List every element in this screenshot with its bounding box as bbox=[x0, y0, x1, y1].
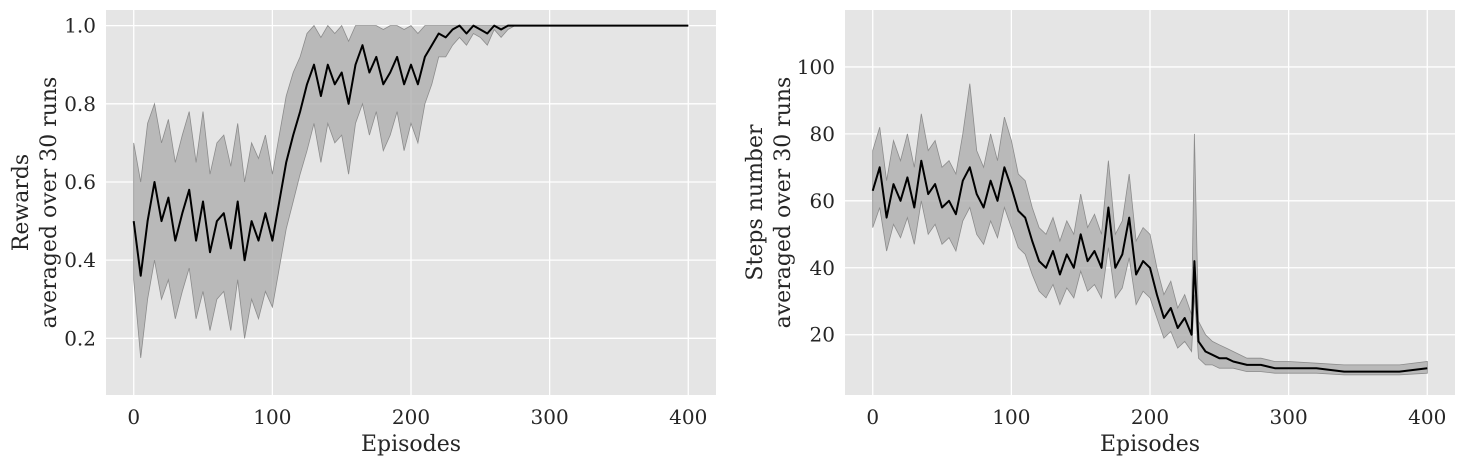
x-tick-label: 0 bbox=[866, 405, 879, 429]
x-tick-label: 100 bbox=[253, 405, 291, 429]
y-tick-label: 100 bbox=[797, 55, 835, 79]
y-tick-label: 60 bbox=[810, 189, 835, 213]
y-tick-label: 0.6 bbox=[64, 170, 96, 194]
y-tick-label: 0.8 bbox=[64, 92, 96, 116]
x-tick-label: 400 bbox=[1408, 405, 1446, 429]
x-axis-label: Episodes bbox=[1100, 432, 1200, 457]
x-tick-label: 300 bbox=[1270, 405, 1308, 429]
mean-line bbox=[871, 159, 1428, 373]
x-tick-label: 300 bbox=[531, 405, 569, 429]
y-axis-label: Rewards bbox=[9, 154, 34, 251]
y-axis-label: averaged over 30 runs bbox=[37, 77, 62, 329]
chart-panel-2: 0 100 200 300 400 20 40 60 80 100 Episodes Steps nu… bbox=[743, 10, 1455, 457]
confidence-band bbox=[872, 83, 1428, 376]
y-tick-label: 0.4 bbox=[64, 248, 96, 272]
x-axis-label: Episodes bbox=[361, 432, 461, 457]
y-tick-label: 40 bbox=[810, 256, 835, 280]
mean-line bbox=[132, 24, 689, 277]
x-tick-label: 400 bbox=[669, 405, 707, 429]
y-tick-label: 80 bbox=[810, 122, 835, 146]
y-axis-label: Steps number bbox=[743, 124, 768, 281]
x-tick-label: 100 bbox=[992, 405, 1030, 429]
y-tick-label: 1.0 bbox=[64, 14, 96, 38]
x-tick-label: 200 bbox=[1131, 405, 1169, 429]
x-tick-label: 0 bbox=[127, 405, 140, 429]
y-tick-label: 0.2 bbox=[64, 326, 96, 350]
chart-panel-1: 0 100 200 300 400 0.2 0.4 0.6 0.8 1.0 Episodes Rewa… bbox=[9, 10, 716, 457]
y-axis-label: averaged over 30 runs bbox=[771, 77, 796, 329]
x-tick-label: 200 bbox=[392, 405, 430, 429]
y-tick-label: 20 bbox=[810, 323, 835, 347]
